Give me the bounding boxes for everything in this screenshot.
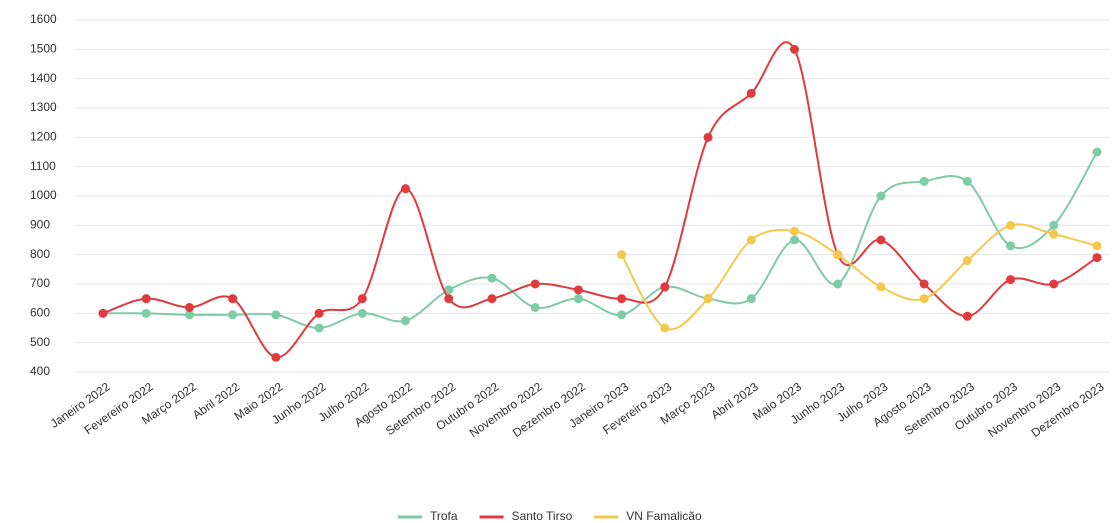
point — [314, 323, 324, 333]
point — [228, 294, 238, 304]
point — [746, 235, 756, 245]
point — [141, 308, 151, 318]
y-tick-label: 700 — [30, 276, 50, 290]
point — [1006, 220, 1016, 230]
point — [573, 294, 583, 304]
point — [1049, 279, 1059, 289]
series-line — [102, 41, 1098, 359]
point — [789, 235, 799, 245]
x-tick-label: Dezembro 2022 — [510, 379, 588, 440]
point — [876, 282, 886, 292]
x-tick-label: Novembro 2023 — [985, 379, 1063, 440]
x-tick-label: Dezembro 2023 — [1029, 379, 1107, 440]
y-tick-label: 500 — [30, 335, 50, 349]
y-tick-label: 1300 — [30, 100, 57, 114]
point — [271, 352, 281, 362]
point — [617, 294, 627, 304]
point — [919, 279, 929, 289]
point — [357, 308, 367, 318]
y-tick-label: 800 — [30, 247, 50, 261]
point — [357, 294, 367, 304]
point — [746, 294, 756, 304]
point — [660, 323, 670, 333]
y-tick-label: 400 — [30, 364, 50, 378]
legend: Trofa Santo Tirso VN Famalicão — [398, 509, 702, 523]
point — [703, 132, 713, 142]
point — [876, 235, 886, 245]
y-tick-label: 600 — [30, 306, 50, 320]
y-tick-label: 900 — [30, 218, 50, 232]
point — [1092, 147, 1102, 157]
y-tick-label: 1400 — [30, 71, 57, 85]
point — [1092, 241, 1102, 251]
point — [228, 310, 238, 320]
point — [789, 44, 799, 54]
point — [1006, 275, 1016, 285]
point — [1092, 253, 1102, 263]
point — [98, 308, 108, 318]
point — [530, 279, 540, 289]
point — [573, 285, 583, 295]
y-tick-label: 1500 — [30, 42, 57, 56]
legend-label: Santo Tirso — [512, 509, 573, 523]
point — [401, 184, 411, 194]
point — [962, 256, 972, 266]
point — [1006, 241, 1016, 251]
point — [789, 226, 799, 236]
point — [919, 176, 929, 186]
point — [746, 88, 756, 98]
y-tick-label: 1600 — [30, 12, 57, 26]
point — [876, 191, 886, 201]
point — [141, 294, 151, 304]
point — [962, 176, 972, 186]
point — [1049, 229, 1059, 239]
point — [444, 294, 454, 304]
point — [833, 279, 843, 289]
x-tick-label: Novembro 2022 — [467, 379, 545, 440]
point — [184, 310, 194, 320]
point — [401, 316, 411, 326]
point — [660, 282, 670, 292]
series-line — [102, 151, 1098, 330]
point — [617, 250, 627, 260]
point — [487, 294, 497, 304]
y-tick-label: 1200 — [30, 130, 57, 144]
point — [1049, 220, 1059, 230]
point — [184, 302, 194, 312]
point — [833, 250, 843, 260]
point — [617, 310, 627, 320]
point — [487, 273, 497, 283]
point — [703, 294, 713, 304]
point — [530, 302, 540, 312]
point — [314, 308, 324, 318]
y-tick-label: 1100 — [30, 159, 56, 173]
legend-label: VN Famalicão — [626, 509, 702, 523]
legend-label: Trofa — [430, 509, 458, 523]
point — [962, 311, 972, 321]
point — [271, 310, 281, 320]
y-tick-label: 1000 — [30, 188, 57, 202]
point — [444, 285, 454, 295]
point — [919, 294, 929, 304]
